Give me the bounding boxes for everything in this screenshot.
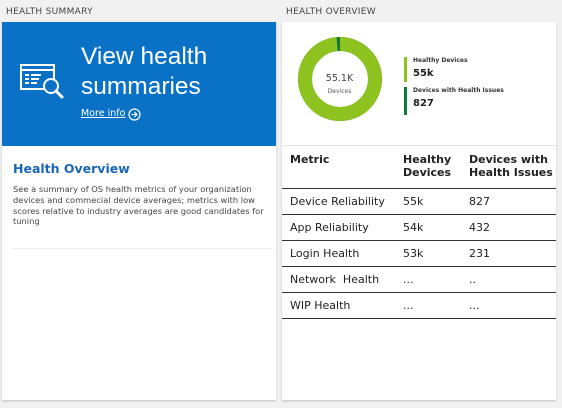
table-row[interactable]: Network Health ... .. xyxy=(282,266,556,293)
overview-title[interactable]: Health Overview xyxy=(13,161,130,176)
column-header-devices-with-issues[interactable]: Devices with Health Issues xyxy=(461,148,556,189)
column-header-healthy-devices[interactable]: Healthy Devices xyxy=(395,148,461,189)
issues-count-cell: ... xyxy=(461,292,556,319)
more-info-link[interactable]: More info xyxy=(81,108,126,119)
legend-issues-value: 827 xyxy=(413,98,434,109)
issues-count-cell: .. xyxy=(461,266,556,293)
issues-count-cell: 231 xyxy=(461,240,556,267)
view-health-summaries-tile[interactable]: View health summaries More info xyxy=(2,22,276,146)
donut-healthy-segment[interactable] xyxy=(298,37,382,121)
table-header-row: Metric Healthy Devices Devices with Heal… xyxy=(282,148,556,189)
healthy-count-cell: 54k xyxy=(395,214,461,241)
issues-count-cell: 432 xyxy=(461,214,556,241)
dashboard-search-icon xyxy=(20,64,66,104)
divider xyxy=(12,248,274,249)
issues-count-cell: 827 xyxy=(461,188,556,215)
healthy-count-cell: ... xyxy=(395,292,461,319)
divider xyxy=(282,145,556,146)
metric-name-cell: Device Reliability xyxy=(282,188,395,215)
health-metrics-table: Metric Healthy Devices Devices with Heal… xyxy=(282,148,556,319)
legend-healthy-label: Healthy Devices xyxy=(413,57,468,64)
health-overview-card[interactable]: Health Overview See a summary of OS heal… xyxy=(2,146,276,250)
table-row[interactable]: Device Reliability 55k 827 xyxy=(282,188,556,215)
legend-issues-label: Devices with Health Issues xyxy=(413,87,504,94)
hero-title: View health summaries xyxy=(81,43,208,100)
healthy-count-cell: ... xyxy=(395,266,461,293)
legend-issues-swatch xyxy=(404,87,407,115)
health-summary-panel: View health summaries More info Health O… xyxy=(2,22,276,400)
health-overview-section-label: HEALTH OVERVIEW xyxy=(286,7,376,17)
metric-name-cell: App Reliability xyxy=(282,214,395,241)
health-summary-section-label: HEALTH SUMMARY xyxy=(6,7,93,17)
health-overview-panel: 55.1K Devices Healthy Devices 55k Device… xyxy=(282,22,556,400)
healthy-count-cell: 55k xyxy=(395,188,461,215)
overview-description: See a summary of OS health metrics of yo… xyxy=(13,184,264,227)
table-row[interactable]: App Reliability 54k 432 xyxy=(282,214,556,241)
table-row[interactable]: WIP Health ... ... xyxy=(282,292,556,319)
table-row[interactable]: Login Health 53k 231 xyxy=(282,240,556,267)
column-header-metric[interactable]: Metric xyxy=(282,148,395,189)
legend-healthy-value: 55k xyxy=(413,68,434,79)
metric-name-cell: Login Health xyxy=(282,240,395,267)
healthy-count-cell: 53k xyxy=(395,240,461,267)
devices-donut-chart[interactable] xyxy=(296,35,384,123)
arrow-circle-right-icon[interactable] xyxy=(128,106,141,125)
metric-name-cell: WIP Health xyxy=(282,292,395,319)
metric-name-cell: Network Health xyxy=(282,266,395,293)
donut-total-label: Devices xyxy=(327,88,352,95)
donut-total-value: 55.1K xyxy=(325,73,354,84)
legend-healthy-swatch xyxy=(404,57,407,82)
